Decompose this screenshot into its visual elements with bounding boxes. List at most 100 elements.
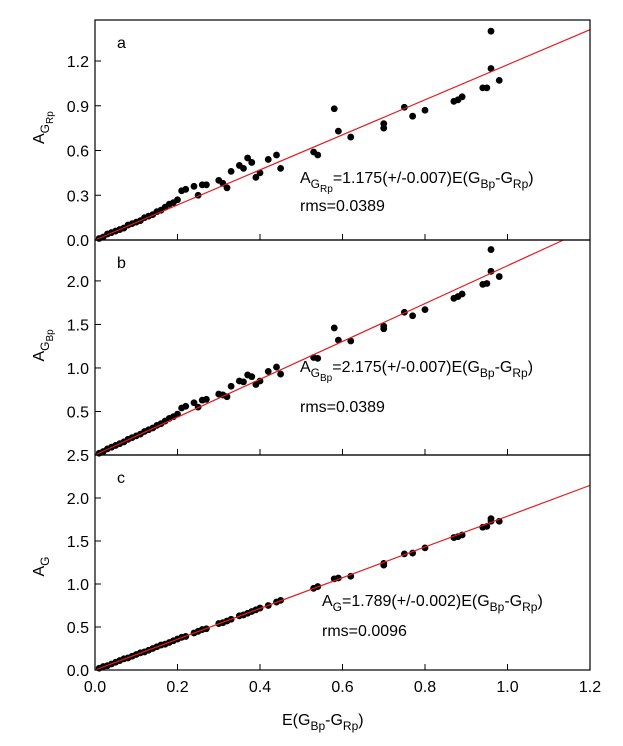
y-axis-label-part: G xyxy=(38,556,52,565)
x-axis-label-part: ) xyxy=(358,712,363,729)
point xyxy=(227,167,235,175)
annotation-part: =1.789(+/-0.002)E(G xyxy=(342,593,490,610)
point xyxy=(202,395,210,403)
annotation-part: Bp xyxy=(490,600,505,614)
y-axis-label-part: Rp xyxy=(45,111,56,124)
annotation-part: ) xyxy=(537,593,542,610)
x-axis-label-part: -G xyxy=(325,712,343,729)
y-tick-label: 0.0 xyxy=(67,663,89,680)
annotation-part: =2.175(+/-0.007)E(G xyxy=(332,359,480,376)
y-tick-label: 0.3 xyxy=(67,188,89,205)
point xyxy=(483,84,491,92)
y-tick-label: 2.0 xyxy=(67,274,89,291)
y-tick-label: 0.9 xyxy=(67,99,89,116)
annotation-part: Rp xyxy=(513,177,529,191)
point xyxy=(334,336,342,344)
point xyxy=(330,324,338,332)
x-tick-label: 1.0 xyxy=(496,679,518,696)
point xyxy=(273,151,280,159)
y-tick-label: 0.5 xyxy=(67,620,89,637)
fit-line xyxy=(94,29,591,241)
annotation-part: A xyxy=(322,593,333,610)
point xyxy=(264,368,272,375)
point xyxy=(495,77,503,84)
x-tick-label: 0.0 xyxy=(84,679,106,696)
annotation-part: ) xyxy=(528,359,533,376)
y-axis-label-part: G xyxy=(38,124,52,133)
point xyxy=(248,373,256,381)
point xyxy=(202,181,210,189)
y-tick-label: 1.2 xyxy=(67,54,89,71)
point xyxy=(495,273,503,280)
annotation-part: Bp xyxy=(480,366,495,380)
point xyxy=(487,246,495,253)
point xyxy=(314,151,322,159)
y-tick-label: 0.0 xyxy=(67,233,89,250)
point xyxy=(314,354,322,362)
annotation-part: Bp xyxy=(480,177,495,191)
annotation: AGRp=1.175(+/-0.007)E(GBp-GRp) xyxy=(300,170,534,195)
y-axis-label-part: A xyxy=(31,351,48,362)
annotation: AG=1.789(+/-0.002)E(GBp-GRp) xyxy=(322,593,543,614)
fit-line xyxy=(94,484,591,671)
annotation-part: -G xyxy=(504,593,522,610)
y-tick-label: 2.0 xyxy=(67,491,89,508)
y-axis-label-part: Bp xyxy=(45,329,56,342)
annotation-part: Bp xyxy=(320,373,333,384)
point xyxy=(380,124,388,132)
point xyxy=(273,363,280,371)
point xyxy=(227,382,235,390)
annotation-part: ) xyxy=(528,170,533,187)
y-axis-label: AGRp xyxy=(31,111,56,144)
point xyxy=(252,173,260,181)
annotation-part: Rp xyxy=(512,366,528,380)
x-axis-label-part: Bp xyxy=(310,719,325,733)
point xyxy=(190,399,198,407)
y-axis-label-part: A xyxy=(31,566,48,577)
point xyxy=(487,65,495,72)
point xyxy=(248,159,256,166)
point xyxy=(264,156,272,163)
rms-label: rms=0.0389 xyxy=(300,198,385,215)
x-tick-label: 0.8 xyxy=(414,679,436,696)
point xyxy=(182,402,190,410)
rms-label: rms=0.0096 xyxy=(322,623,407,640)
point xyxy=(347,337,355,345)
panel-label: c xyxy=(117,470,125,487)
x-axis-label-part: E(G xyxy=(282,712,310,729)
point xyxy=(244,154,252,162)
panel-frame xyxy=(94,239,591,456)
annotation-part: =1.175(+/-0.007)E(G xyxy=(333,170,481,187)
fit-line xyxy=(94,239,564,456)
y-axis-label: AG xyxy=(31,556,52,576)
point xyxy=(421,306,429,314)
x-axis-label: E(GBp-GRp) xyxy=(282,712,364,733)
annotation-part: -G xyxy=(495,359,513,376)
point xyxy=(483,280,491,287)
panel-label: b xyxy=(117,255,126,272)
point xyxy=(256,377,264,385)
annotation-part: A xyxy=(300,170,311,187)
point xyxy=(223,184,231,192)
annotation-part: G xyxy=(311,177,320,191)
point xyxy=(347,133,355,141)
point xyxy=(409,112,417,120)
point xyxy=(277,370,285,378)
x-tick-label: 0.6 xyxy=(331,679,353,696)
point xyxy=(458,93,466,101)
point xyxy=(380,325,388,333)
y-tick-label: 2.5 xyxy=(67,448,89,465)
point xyxy=(330,105,338,113)
annotation: AGBp=2.175(+/-0.007)E(GBp-GRp) xyxy=(300,359,533,384)
panel-frame xyxy=(94,454,591,671)
x-tick-label: 0.2 xyxy=(166,679,188,696)
point xyxy=(182,185,190,193)
x-tick-label: 1.2 xyxy=(579,679,601,696)
point xyxy=(409,312,417,320)
point xyxy=(421,106,429,114)
annotation-part: G xyxy=(333,600,342,614)
point xyxy=(240,165,247,172)
annotation-part: A xyxy=(300,359,311,376)
point xyxy=(334,127,342,135)
